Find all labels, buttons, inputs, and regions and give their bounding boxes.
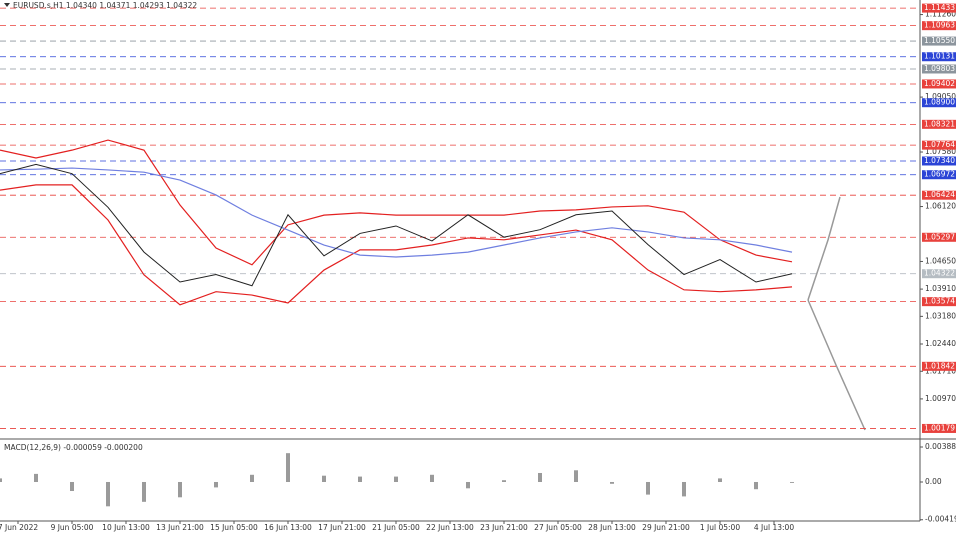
macd-bar xyxy=(322,475,326,482)
level-label-bg xyxy=(922,361,956,371)
x-tick-label: 29 Jun 21:00 xyxy=(642,523,690,532)
level-label-bg xyxy=(922,140,956,150)
x-tick-label: 22 Jun 13:00 xyxy=(426,523,474,532)
level-label-bg xyxy=(922,98,956,108)
macd-bar xyxy=(394,476,398,482)
level-label-bg xyxy=(922,3,956,13)
macd-bar xyxy=(682,481,686,497)
level-label-bg xyxy=(922,52,956,62)
level-label: 1.03574 xyxy=(924,297,955,306)
level-label: 1.08900 xyxy=(924,98,955,107)
y-tick-label: 1.00970 xyxy=(925,394,956,403)
level-label-bg xyxy=(922,170,956,180)
level-label: 1.06424 xyxy=(924,190,955,199)
level-label-bg xyxy=(922,156,956,166)
price-line xyxy=(0,167,793,258)
level-label: 1.09803 xyxy=(924,64,955,73)
level-label: 1.05297 xyxy=(924,232,955,241)
macd-bar xyxy=(538,472,542,482)
y-tick-label: 1.03910 xyxy=(925,284,956,293)
y-tick-label: 1.03180 xyxy=(925,311,956,320)
y-tick-label: 1.09050 xyxy=(925,92,956,101)
level-label: 1.00179 xyxy=(924,423,955,432)
level-label-bg xyxy=(922,297,956,307)
y-tick-label: 0.00 xyxy=(925,477,942,486)
x-tick-label: 27 Jun 05:00 xyxy=(534,523,582,532)
macd-bar xyxy=(574,470,578,482)
macd-bar xyxy=(178,481,182,498)
macd-bar xyxy=(70,481,74,492)
level-label-bg xyxy=(922,232,956,242)
macd-bar xyxy=(610,481,614,484)
y-tick-label: 0.003884 xyxy=(925,442,956,451)
level-label: 1.06972 xyxy=(924,170,955,179)
macd-bar xyxy=(502,480,506,482)
level-label: 1.04322 xyxy=(924,269,955,278)
macd-bar xyxy=(466,481,470,489)
x-tick-label: 23 Jun 21:00 xyxy=(480,523,528,532)
level-label: 1.11433 xyxy=(924,3,955,12)
macd-bar xyxy=(754,481,758,490)
y-tick-label: 1.04650 xyxy=(925,256,956,265)
x-tick-label: 7 Jun 2022 xyxy=(0,523,38,532)
x-tick-label: 10 Jun 13:00 xyxy=(102,523,150,532)
macd-title: MACD(12,26,9) -0.000059 -0.000200 xyxy=(4,443,143,452)
macd-bar xyxy=(0,478,2,482)
level-label: 1.07340 xyxy=(924,156,955,165)
y-tick-label: 1.07580 xyxy=(925,147,956,156)
level-label: 1.10131 xyxy=(924,52,955,61)
x-tick-label: 1 Jul 05:00 xyxy=(700,523,740,532)
macd-bar xyxy=(646,481,650,495)
macd-bar xyxy=(718,478,722,482)
x-tick-label: 17 Jun 21:00 xyxy=(318,523,366,532)
x-tick-label: 4 Jul 13:00 xyxy=(754,523,794,532)
x-tick-label: 28 Jun 13:00 xyxy=(588,523,636,532)
level-label: 1.09402 xyxy=(924,79,955,88)
macd-bar xyxy=(106,481,110,507)
level-label-bg xyxy=(922,79,956,89)
macd-bar xyxy=(430,474,434,482)
level-label-bg xyxy=(922,21,956,31)
x-tick-label: 15 Jun 05:00 xyxy=(210,523,258,532)
macd-bar xyxy=(34,473,38,482)
price-line xyxy=(0,139,793,266)
level-label: 1.08321 xyxy=(924,119,955,128)
x-tick-label: 21 Jun 05:00 xyxy=(372,523,420,532)
macd-bar xyxy=(142,481,146,502)
macd-bar xyxy=(286,453,290,482)
chart-title: EURUSD.s,H1 1.04340 1.04371 1.04293 1.04… xyxy=(13,1,197,10)
level-label-bg xyxy=(922,423,956,433)
y-tick-label: -0.004191 xyxy=(925,515,956,524)
level-label-bg xyxy=(922,119,956,129)
level-label: 1.10963 xyxy=(924,21,955,30)
macd-bar xyxy=(358,476,362,482)
level-label: 1.10550 xyxy=(924,36,955,45)
level-label: 1.01842 xyxy=(924,361,955,370)
price-line xyxy=(0,184,793,306)
y-tick-label: 1.06120 xyxy=(925,202,956,211)
level-label-bg xyxy=(922,190,956,200)
macd-bar xyxy=(790,481,794,483)
level-label-bg xyxy=(922,269,956,279)
forecast-down xyxy=(807,299,866,431)
x-tick-label: 13 Jun 21:00 xyxy=(156,523,204,532)
x-tick-label: 9 Jun 05:00 xyxy=(51,523,94,532)
macd-bar xyxy=(214,481,218,488)
x-tick-label: 16 Jun 13:00 xyxy=(264,523,312,532)
level-label-bg xyxy=(922,36,956,46)
y-tick-label: 1.11260 xyxy=(925,10,956,19)
price-line xyxy=(0,163,793,287)
level-label: 1.07764 xyxy=(924,140,955,149)
y-tick-label: 1.02440 xyxy=(925,339,956,348)
forecast-up xyxy=(807,196,841,301)
macd-bar xyxy=(250,474,254,482)
level-label-bg xyxy=(922,64,956,74)
menu-triangle xyxy=(4,3,10,7)
